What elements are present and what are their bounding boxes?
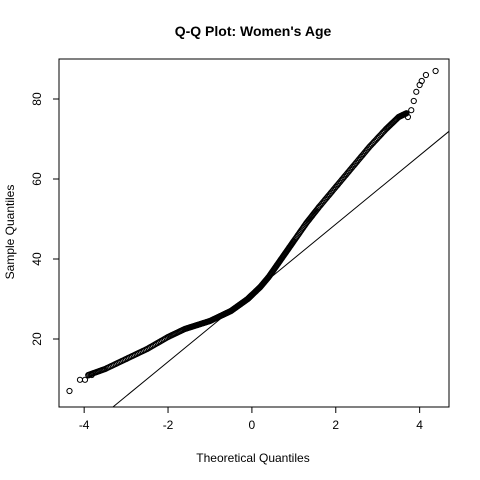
data-point [88, 371, 95, 379]
points-layer [66, 67, 439, 395]
y-tick-label: 20 [30, 332, 44, 346]
reference-line [112, 130, 450, 408]
data-point [432, 67, 439, 75]
data-point [85, 372, 92, 379]
x-tick-label: -4 [79, 418, 90, 432]
data-point [418, 77, 425, 85]
x-tick-label: 2 [332, 418, 339, 432]
data-point [81, 376, 89, 383]
data-point [404, 113, 412, 121]
data-point [66, 387, 73, 395]
data-point [76, 376, 84, 383]
x-tick-label: -2 [163, 418, 174, 432]
chart-title: Q-Q Plot: Women's Age [175, 23, 332, 39]
data-point [422, 71, 430, 79]
plot-frame [58, 58, 450, 408]
y-tick-label: 40 [30, 252, 44, 266]
data-point [410, 97, 417, 105]
y-axis-label: Sample Quantiles [3, 185, 17, 280]
data-point [408, 107, 415, 114]
y-tick-label: 80 [30, 92, 44, 106]
y-axis: 20 40 60 80 [30, 92, 60, 346]
x-tick-label: 4 [416, 418, 423, 432]
x-tick-label: 0 [249, 418, 256, 432]
data-point [403, 110, 410, 117]
x-axis-label: Theoretical Quantiles [196, 451, 309, 465]
reference-line-layer [112, 130, 450, 408]
y-tick-label: 60 [30, 172, 44, 186]
data-point [413, 88, 420, 95]
x-axis: -4 -2 0 2 4 [79, 406, 423, 432]
